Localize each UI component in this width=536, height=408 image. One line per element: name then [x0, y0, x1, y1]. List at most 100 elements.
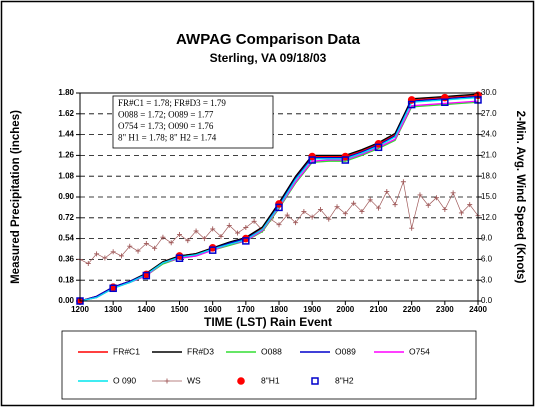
point-marker: [351, 200, 357, 206]
legend-marker: [237, 377, 245, 385]
point-marker: [135, 248, 141, 254]
point-marker: [450, 190, 456, 196]
point-marker: [243, 225, 249, 231]
point-marker: [384, 188, 390, 194]
x-tick-label: 2100: [370, 305, 388, 314]
legend-item: O754: [374, 346, 430, 356]
legend-item: WS: [152, 375, 201, 385]
point-marker: [442, 206, 448, 212]
legend-item: FR#C1: [78, 346, 140, 356]
point-marker: [301, 209, 307, 215]
y2-tick-label: 24.0: [481, 130, 497, 139]
y-tick-label: 1.44: [58, 130, 74, 139]
y2-axis-label: 2-Min. Avg. Wind Speed (Knots): [514, 111, 526, 284]
y-tick-label: 1.08: [58, 171, 74, 180]
y2-tick-label: 12.0: [481, 213, 497, 222]
point-marker: [94, 251, 100, 257]
point-marker: [168, 240, 174, 246]
x-tick-label: 2000: [336, 305, 354, 314]
point-marker: [175, 254, 184, 262]
annotation: O754 = 1.73; O090 = 1.76: [118, 121, 214, 131]
y-tick-label: 1.26: [58, 151, 74, 160]
legend-label: O088: [261, 346, 282, 356]
legend-label: FR#C1: [113, 346, 140, 356]
point-marker: [226, 222, 232, 228]
legend-item: O 090: [78, 375, 136, 385]
chart-subtitle: Sterling, VA 09/18/03: [210, 51, 327, 65]
point-marker: [242, 237, 250, 245]
point-marker: [127, 243, 133, 249]
y-tick-label: 0.90: [58, 192, 74, 201]
x-tick-label: 2400: [469, 305, 487, 314]
point-marker: [85, 261, 91, 267]
legend-item: O089: [300, 346, 356, 356]
x-tick-label: 1400: [137, 305, 155, 314]
point-marker: [109, 284, 117, 293]
point-marker: [309, 214, 315, 220]
point-marker: [425, 202, 431, 208]
point-marker: [341, 156, 350, 164]
legend-label: O 090: [113, 375, 136, 385]
point-marker: [218, 234, 224, 240]
point-marker: [143, 240, 149, 246]
y-tick-label: 1.62: [58, 109, 74, 118]
y2-tick-label: 0.0: [481, 296, 493, 305]
point-marker: [367, 197, 373, 203]
point-marker: [359, 209, 365, 215]
y2-tick-label: 3.0: [481, 275, 493, 284]
y2-tick-label: 6.0: [481, 255, 493, 264]
point-marker: [201, 236, 207, 242]
legend-item: 8"H2: [311, 375, 354, 385]
x-axis-label: TIME (LST) Rain Event: [204, 315, 332, 329]
point-marker: [251, 218, 257, 224]
legend-label: FR#D3: [187, 346, 214, 356]
y2-tick-label: 30.0: [481, 88, 497, 97]
y-tick-label: 1.80: [58, 88, 74, 97]
point-marker: [342, 211, 348, 217]
chart-title: AWPAG Comparison Data: [176, 31, 361, 48]
y-tick-label: 0.00: [58, 296, 74, 305]
annotation-box: [112, 95, 274, 149]
x-tick-label: 1200: [71, 305, 89, 314]
y-tick-label: 0.72: [58, 213, 74, 222]
legend-item: O088: [226, 346, 282, 356]
point-marker: [400, 179, 406, 185]
point-marker: [407, 100, 416, 109]
legend-label: O754: [409, 346, 430, 356]
point-marker: [110, 249, 116, 255]
point-marker: [284, 212, 290, 218]
x-tick-label: 2300: [436, 305, 454, 314]
point-marker: [308, 156, 316, 164]
y-axis-label: Measured Precipitation (inches): [10, 110, 22, 284]
y2-tick-label: 27.0: [481, 109, 497, 118]
x-tick-label: 1300: [104, 305, 122, 314]
point-marker: [275, 203, 283, 212]
point-marker: [334, 204, 340, 210]
point-marker: [326, 216, 332, 222]
y-tick-label: 0.18: [58, 275, 74, 284]
y2-tick-label: 21.0: [481, 151, 497, 160]
legend-item: 8"H1: [237, 375, 280, 385]
legend-label: 8"H1: [261, 375, 280, 385]
legend-marker: [164, 378, 170, 384]
point-marker: [374, 143, 383, 152]
x-tick-label: 1900: [303, 305, 321, 314]
point-marker: [152, 245, 158, 251]
legend-marker: [311, 377, 319, 385]
legend-box: [61, 330, 477, 400]
point-marker: [458, 210, 464, 216]
annotation: FR#C1 = 1.78; FR#D3 = 1.79: [118, 98, 226, 108]
y2-tick-label: 9.0: [481, 234, 493, 243]
annotation: 8" H1 = 1.78; 8" H2 = 1.74: [118, 133, 217, 143]
point-marker: [392, 202, 398, 208]
point-marker: [193, 228, 199, 234]
legend-item: FR#D3: [152, 346, 214, 356]
x-tick-label: 1600: [204, 305, 222, 314]
point-marker: [185, 238, 191, 244]
point-marker: [441, 98, 449, 106]
x-tick-label: 1800: [270, 305, 288, 314]
annotation: O088 = 1.72; O089 = 1.77: [118, 110, 214, 120]
y-tick-label: 0.54: [58, 234, 74, 243]
y-tick-label: 0.36: [58, 255, 74, 264]
x-tick-label: 1500: [171, 305, 189, 314]
